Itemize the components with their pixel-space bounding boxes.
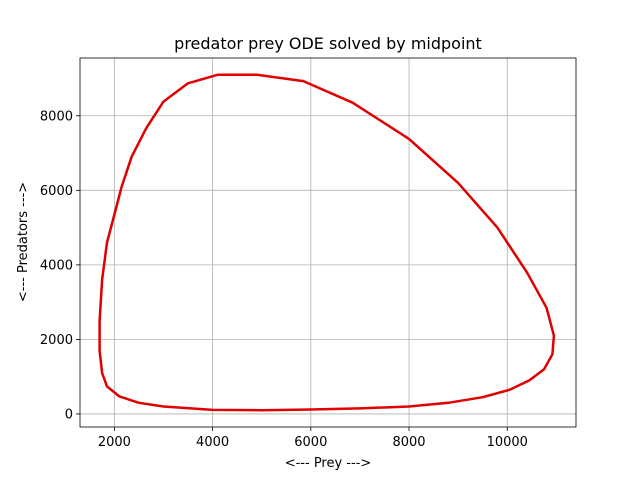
y-axis-label: <--- Predators ---> [16, 182, 31, 302]
x-tick-label: 10000 [487, 435, 528, 450]
y-tick-label: 4000 [40, 258, 73, 273]
series-line [98, 73, 556, 412]
plot-area [80, 58, 576, 427]
series-layer [98, 73, 556, 412]
x-tick-label: 4000 [196, 435, 229, 450]
chart-title: predator prey ODE solved by midpoint [174, 34, 482, 53]
y-tick-label: 8000 [40, 109, 73, 124]
plot-frame [79, 57, 577, 428]
ticks: 2000 4000 6000 8000 10000 0 2000 4000 6000 8000 [40, 109, 528, 450]
y-tick-label: 0 [65, 407, 73, 422]
x-tick-label: 8000 [392, 435, 425, 450]
y-tick-label: 6000 [40, 184, 73, 199]
x-tick-label: 2000 [98, 435, 131, 450]
x-axis-label: <--- Prey ---> [285, 456, 372, 471]
x-tick-label: 6000 [294, 435, 327, 450]
y-tick-label: 2000 [40, 333, 73, 348]
grid [80, 58, 576, 427]
